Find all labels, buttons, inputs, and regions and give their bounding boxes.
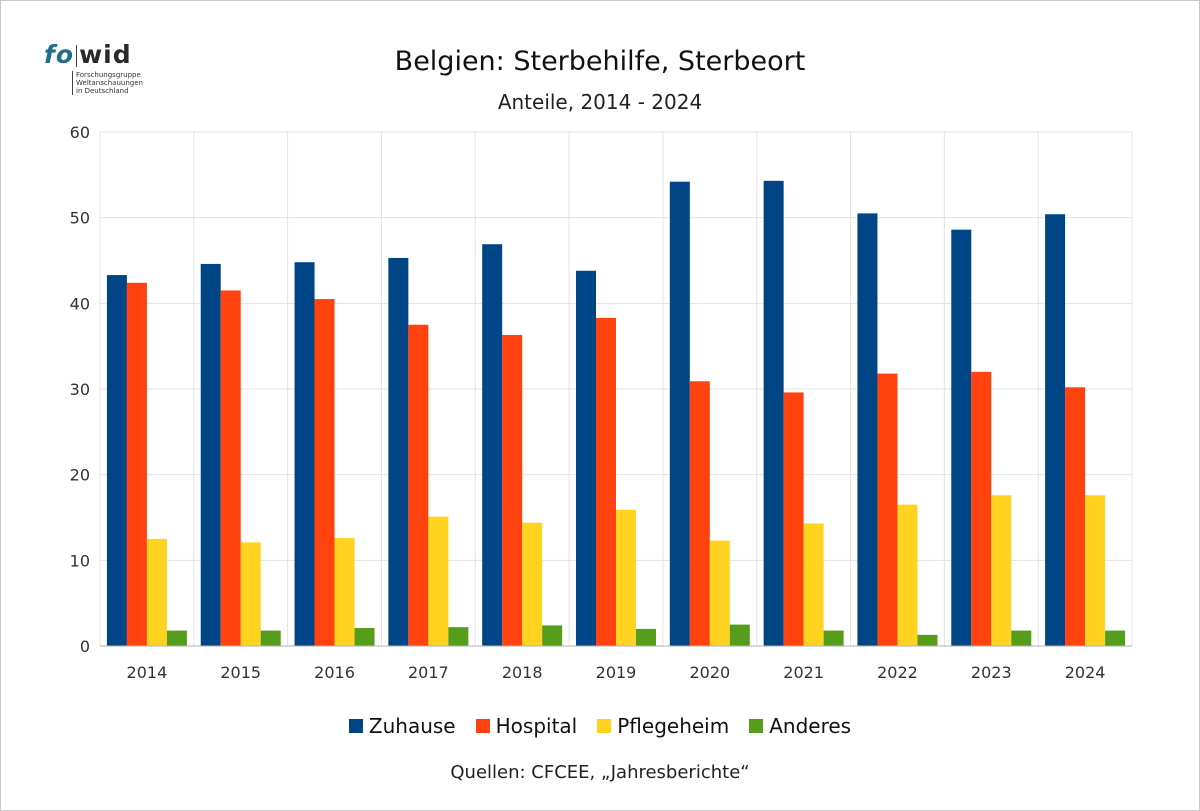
- bar-hospital: [408, 324, 429, 646]
- y-tick-label: 30: [70, 380, 90, 399]
- logo-mark: fo wid: [44, 42, 154, 68]
- x-tick-label: 2019: [596, 663, 637, 682]
- bar-anderes: [354, 628, 375, 646]
- bar-hospital: [596, 317, 616, 646]
- bar-zuhause: [669, 181, 690, 647]
- chart-title: Belgien: Sterbehilfe, Sterbeort: [394, 46, 806, 77]
- x-tick-label: 2021: [783, 663, 824, 682]
- bar-anderes: [448, 627, 469, 646]
- legend-label: Pflegeheim: [617, 714, 730, 738]
- bar-zuhause: [857, 213, 878, 646]
- bar-hospital: [689, 381, 710, 646]
- bar-zuhause: [482, 244, 503, 646]
- legend-label: Hospital: [495, 714, 578, 738]
- legend-swatch: [348, 719, 363, 733]
- x-tick-label: 2016: [314, 663, 355, 682]
- bar-hospital: [877, 373, 898, 646]
- bar-zuhause: [388, 257, 409, 646]
- legend-label: Zuhause: [368, 714, 456, 738]
- legend-swatch: [597, 719, 612, 733]
- x-tick-label: 2015: [220, 663, 261, 682]
- bar-zuhause: [200, 263, 221, 646]
- bar-anderes: [542, 625, 563, 646]
- logo-mark-left: fo: [44, 40, 75, 69]
- y-tick-label: 10: [70, 551, 90, 570]
- legend-item-hospital: Hospital: [475, 714, 578, 738]
- bar-pflegeheim: [522, 522, 543, 646]
- x-tick-label: 2020: [689, 663, 730, 682]
- bar-anderes: [166, 630, 187, 646]
- bar-hospital: [1065, 387, 1086, 646]
- bar-anderes: [729, 624, 750, 646]
- legend-swatch: [749, 719, 764, 733]
- bar-pflegeheim: [897, 504, 918, 646]
- legend-item-zuhause: Zuhause: [348, 714, 456, 738]
- bar-pflegeheim: [146, 538, 167, 646]
- y-tick-label: 20: [70, 466, 90, 485]
- x-tick-label: 2024: [1065, 663, 1106, 682]
- bar-pflegeheim: [991, 495, 1012, 646]
- logo-subtitle: Forschungsgruppe Weltanschauungen in Deu…: [72, 71, 143, 95]
- bar-hospital: [126, 282, 147, 646]
- y-tick-label: 60: [70, 123, 90, 142]
- logo-sub-line: in Deutschland: [76, 87, 129, 95]
- bar-zuhause: [576, 270, 596, 646]
- legend-label: Anderes: [769, 714, 852, 738]
- bar-zuhause: [951, 229, 972, 646]
- legend-swatch: [475, 719, 490, 733]
- bar-anderes: [260, 630, 281, 646]
- bar-hospital: [783, 392, 804, 646]
- bar-hospital: [502, 335, 523, 646]
- logo-mark-right: wid: [79, 40, 132, 69]
- chart-subtitle: Anteile, 2014 - 2024: [497, 90, 703, 114]
- bar-zuhause: [763, 180, 784, 646]
- bar-pflegeheim: [334, 538, 355, 646]
- y-tick-label: 0: [80, 637, 90, 656]
- bar-pflegeheim: [240, 542, 261, 646]
- fowid-logo: fo wid Forschungsgruppe Weltanschauungen …: [44, 42, 154, 100]
- bar-anderes: [1011, 630, 1032, 646]
- bar-anderes: [636, 628, 656, 646]
- logo-sub-line: Forschungsgruppe: [76, 71, 141, 79]
- legend-item-anderes: Anderes: [749, 714, 851, 738]
- bar-hospital: [220, 290, 241, 646]
- bar-anderes: [917, 634, 938, 646]
- bar-anderes: [823, 630, 844, 646]
- bar-pflegeheim: [1085, 495, 1106, 646]
- x-tick-label: 2018: [502, 663, 543, 682]
- bar-pflegeheim: [616, 509, 636, 646]
- x-tick-label: 2023: [971, 663, 1012, 682]
- x-tick-label: 2017: [408, 663, 449, 682]
- bar-anderes: [1105, 630, 1126, 646]
- bar-hospital: [314, 299, 335, 646]
- y-tick-label: 40: [70, 294, 90, 313]
- bar-pflegeheim: [428, 516, 449, 646]
- bar-zuhause: [106, 275, 127, 646]
- bar-pflegeheim: [803, 523, 824, 646]
- x-tick-label: 2014: [127, 663, 168, 682]
- legend: Zuhause Hospital Pflegeheim Anderes: [0, 714, 1200, 738]
- bar-zuhause: [1045, 214, 1066, 647]
- source-note: Quellen: CFCEE, „Jahresberichte“: [450, 762, 750, 783]
- legend-item-pflegeheim: Pflegeheim: [597, 714, 729, 738]
- bar-zuhause: [294, 262, 315, 646]
- logo-sub-line: Weltanschauungen: [76, 79, 143, 87]
- x-tick-label: 2022: [877, 663, 918, 682]
- y-tick-label: 50: [70, 209, 90, 228]
- bar-hospital: [971, 371, 992, 646]
- bar-pflegeheim: [709, 540, 730, 646]
